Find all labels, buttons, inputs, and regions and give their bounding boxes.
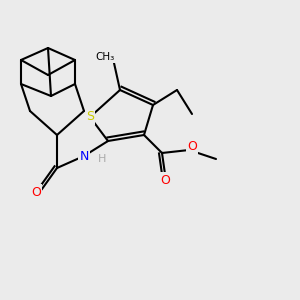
Text: H: H — [98, 154, 106, 164]
Text: O: O — [160, 173, 170, 187]
Text: O: O — [31, 185, 41, 199]
Text: N: N — [79, 149, 89, 163]
Text: CH₃: CH₃ — [95, 52, 115, 62]
Text: S: S — [86, 110, 94, 124]
Text: O: O — [187, 140, 197, 154]
